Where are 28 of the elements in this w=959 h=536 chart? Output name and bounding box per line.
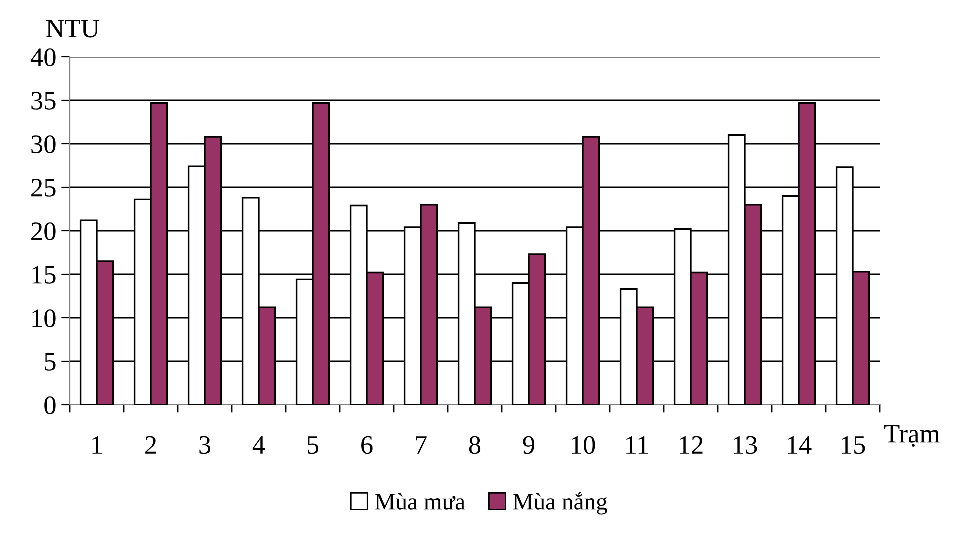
x-axis-title: Trạm bbox=[884, 425, 940, 448]
y-tick-label: 20 bbox=[32, 222, 56, 240]
y-tick-label: 30 bbox=[32, 136, 56, 154]
x-tick-label: 6 bbox=[362, 436, 373, 454]
y-tick-label: 0 bbox=[44, 396, 56, 414]
legend-label: Mùa mưa bbox=[375, 493, 466, 510]
x-tick-label: 2 bbox=[146, 436, 156, 454]
x-tick-label: 11 bbox=[626, 436, 648, 454]
x-tick-label: 1 bbox=[92, 436, 102, 454]
x-tick-label: 15 bbox=[842, 436, 866, 454]
y-tick-label: 35 bbox=[32, 92, 56, 110]
y-tick-label: 40 bbox=[30, 48, 56, 66]
x-tick-label: 3 bbox=[200, 436, 211, 454]
y-tick-label: 5 bbox=[45, 353, 56, 371]
y-tick-label: 15 bbox=[32, 266, 56, 284]
y-tick-label: 25 bbox=[32, 179, 56, 197]
y-tick-label: 10 bbox=[32, 310, 56, 328]
x-tick-label: 12 bbox=[680, 436, 703, 454]
x-tick-label: 14 bbox=[788, 436, 812, 454]
x-tick-label: 8 bbox=[469, 436, 481, 454]
y-axis-title: NTU bbox=[46, 20, 100, 38]
x-tick-label: 5 bbox=[308, 436, 319, 454]
x-tick-label: 4 bbox=[252, 436, 266, 454]
x-tick-label: 7 bbox=[416, 436, 427, 454]
x-tick-label: 10 bbox=[572, 436, 596, 454]
legend-label: Mùa nắng bbox=[513, 492, 608, 515]
x-tick-label: 13 bbox=[734, 436, 758, 454]
x-tick-label: 9 bbox=[523, 436, 535, 454]
